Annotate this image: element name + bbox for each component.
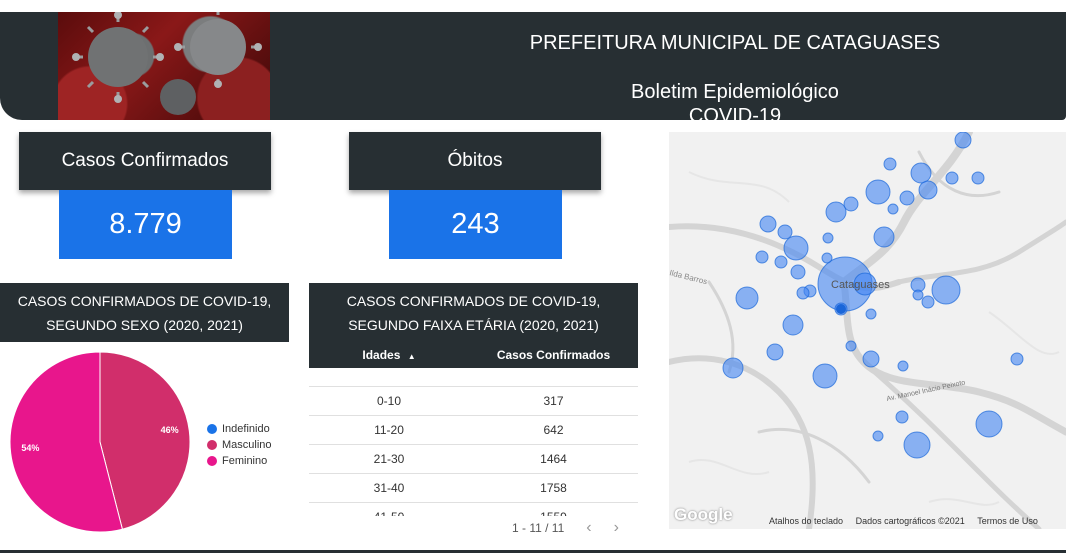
pie-legend: Indefinido Masculino Feminino <box>207 421 272 469</box>
map-marker-small <box>836 304 846 314</box>
cell-age: 21-30 <box>373 452 405 466</box>
top-border <box>0 0 1066 12</box>
cell-cases: 642 <box>543 423 564 437</box>
legend-label-masculino: Masculino <box>222 439 272 451</box>
map-road <box>669 355 816 529</box>
map-road <box>757 427 871 484</box>
sort-ascending-icon: ▲ <box>407 352 416 361</box>
age-table-title-line2: SEGUNDO FAIXA ETÁRIA (2020, 2021) <box>348 316 599 333</box>
map-footer: Atalhos do teclado Dados cartográficos ©… <box>769 516 1038 526</box>
legend-dot-feminino <box>207 456 217 466</box>
legend-dot-indefinido <box>207 424 217 434</box>
age-table-title-line1: CASOS CONFIRMADOS DE COVID-19, <box>346 292 601 309</box>
pie-label-masculino: 46% <box>161 425 179 435</box>
deaths-value: 243 <box>389 190 562 259</box>
cell-cases: 1464 <box>540 452 567 466</box>
table-row: 41-50 1559 <box>309 502 638 516</box>
column-header-idades[interactable]: Idades ▲ <box>309 348 469 362</box>
page-header: PREFEITURA MUNICIPAL DE CATAGUASES Bolet… <box>0 12 1066 127</box>
age-table: Idades ▲ Casos Confirmados 0-10 317 11-2… <box>309 342 638 516</box>
column-header-idades-label: Idades <box>362 348 401 362</box>
road-label-2: Ilda Barros <box>669 268 708 286</box>
table-row: 11-20 642 <box>309 415 638 444</box>
sex-chart-title-line1: CASOS CONFIRMADOS DE COVID-19, <box>17 292 272 309</box>
cases-map[interactable]: Av. Manoel Inácio Peixoto Ilda Barros Ca… <box>669 132 1066 529</box>
sex-chart-title-line2: SEGUNDO SEXO (2020, 2021) <box>46 316 243 333</box>
legend-label-feminino: Feminino <box>222 455 268 467</box>
confirmed-cases-value: 8.779 <box>59 190 232 259</box>
pie-slice-feminino[interactable] <box>9 351 123 533</box>
table-row: 0-10 317 <box>309 386 638 415</box>
pie-label-feminino: 54% <box>21 443 39 453</box>
legend-item-indefinido[interactable]: Indefinido <box>207 421 272 437</box>
cell-age: 31-40 <box>373 481 405 495</box>
sex-pie-chart: 46% 54% <box>0 342 300 542</box>
cell-cases: 317 <box>543 394 564 408</box>
pie-slice-masculino[interactable] <box>99 351 191 530</box>
sex-chart-title: CASOS CONFIRMADOS DE COVID-19, SEGUNDO S… <box>0 283 289 342</box>
legend-dot-masculino <box>207 440 217 450</box>
map-road <box>840 278 1066 436</box>
table-row: 21-30 1464 <box>309 444 638 473</box>
terms-of-use-link[interactable]: Termos de Uso <box>977 516 1038 526</box>
table-row: 31-40 1758 <box>309 473 638 502</box>
keyboard-shortcuts-link[interactable]: Atalhos do teclado <box>769 516 844 526</box>
map-data-attribution: Dados cartográficos ©2021 <box>855 516 965 526</box>
confirmed-cases-label: Casos Confirmados <box>19 132 271 190</box>
page-subtitle: Boletim Epidemiológico <box>631 81 839 103</box>
map-road <box>840 132 973 286</box>
table-body[interactable]: 0-10 317 11-20 642 21-30 1464 31-40 1758… <box>309 386 638 516</box>
next-page-icon[interactable]: › <box>613 519 619 536</box>
page-subtitle-covid: COVID-19 <box>688 105 782 127</box>
map-road <box>896 219 1066 285</box>
map-svg: Av. Manoel Inácio Peixoto Ilda Barros Ca… <box>669 132 1066 529</box>
deaths-label: Óbitos <box>349 132 601 190</box>
cell-age: 11-20 <box>374 423 404 437</box>
cell-cases: 1758 <box>540 481 567 495</box>
previous-page-icon[interactable]: ‹ <box>586 519 592 536</box>
pager-range: 1 - 11 / 11 <box>512 521 565 535</box>
cell-cases: 1559 <box>469 510 638 516</box>
cell-age: 0-10 <box>376 394 402 408</box>
column-header-casos[interactable]: Casos Confirmados <box>496 348 611 362</box>
map-road <box>866 364 1042 529</box>
page-title: PREFEITURA MUNICIPAL DE CATAGUASES <box>529 32 941 54</box>
bottom-border <box>0 550 1066 553</box>
legend-item-masculino[interactable]: Masculino <box>207 437 272 453</box>
table-header: Idades ▲ Casos Confirmados <box>309 342 638 368</box>
pie-chart-svg: 46% 54% <box>9 351 191 533</box>
table-pager: 1 - 11 / 11 ‹ › <box>512 519 619 537</box>
city-label: Cataguases <box>831 279 890 291</box>
legend-label-indefinido: Indefinido <box>222 423 270 435</box>
google-logo: Google <box>674 505 733 524</box>
legend-item-feminino[interactable]: Feminino <box>207 453 272 469</box>
cell-age: 41-50 <box>309 510 469 516</box>
coronavirus-image <box>58 12 270 120</box>
age-table-title: CASOS CONFIRMADOS DE COVID-19, SEGUNDO F… <box>309 283 638 342</box>
